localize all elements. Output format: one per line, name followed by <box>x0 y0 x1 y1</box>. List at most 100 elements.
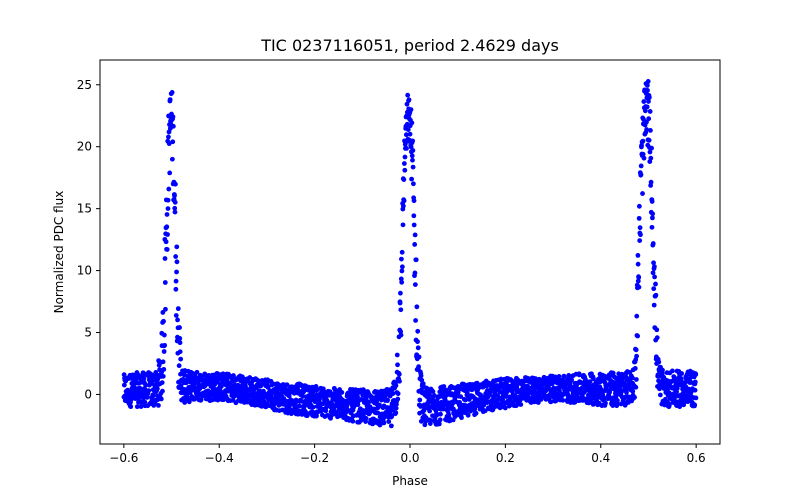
data-point <box>415 328 421 334</box>
data-point <box>412 232 418 238</box>
y-tick-label: 5 <box>84 326 92 340</box>
data-point <box>615 398 620 403</box>
data-point <box>138 404 144 409</box>
data-point <box>576 372 582 378</box>
data-point <box>413 257 419 263</box>
data-point <box>441 384 447 389</box>
data-point <box>422 406 427 412</box>
data-point <box>641 155 647 161</box>
data-point <box>428 418 434 424</box>
data-point <box>646 116 652 122</box>
data-point <box>436 421 442 427</box>
data-point <box>503 394 509 399</box>
data-point <box>363 415 369 421</box>
data-point <box>317 396 322 402</box>
data-point <box>385 397 390 403</box>
data-point <box>633 347 639 353</box>
data-point <box>610 370 616 376</box>
data-point <box>194 369 200 375</box>
data-point <box>405 127 411 132</box>
data-point <box>651 302 657 308</box>
data-point <box>165 232 170 237</box>
chart-title: TIC 0237116051, period 2.4629 days <box>260 36 559 55</box>
data-point <box>651 286 657 292</box>
data-point <box>436 394 442 400</box>
data-point <box>299 398 305 404</box>
data-point <box>657 392 663 398</box>
data-point <box>172 199 178 205</box>
data-point <box>636 275 642 280</box>
data-point <box>646 137 652 143</box>
data-point <box>603 400 608 406</box>
data-point <box>170 139 176 145</box>
data-point <box>160 388 165 394</box>
data-point <box>692 379 698 385</box>
data-point <box>458 394 464 399</box>
data-point <box>402 142 408 147</box>
data-point <box>265 384 271 390</box>
data-point <box>418 373 424 379</box>
data-point <box>413 318 419 323</box>
data-point <box>651 264 657 270</box>
data-point <box>293 403 298 409</box>
data-point <box>679 371 685 376</box>
data-point <box>388 423 394 429</box>
data-point <box>389 414 395 419</box>
data-point <box>134 404 140 410</box>
data-point <box>177 340 183 346</box>
data-point <box>414 304 420 310</box>
data-point <box>164 247 170 252</box>
data-point <box>173 181 178 187</box>
data-point <box>150 393 156 398</box>
data-point <box>632 365 638 371</box>
data-point <box>339 390 345 395</box>
data-point <box>399 279 405 285</box>
data-point <box>160 359 166 365</box>
data-point <box>397 300 403 306</box>
data-point <box>635 261 641 267</box>
data-point <box>169 90 175 95</box>
data-point <box>692 402 698 408</box>
data-point <box>644 104 650 110</box>
data-point <box>402 167 408 173</box>
data-point <box>410 148 416 153</box>
data-point <box>411 222 417 228</box>
data-point <box>645 79 651 84</box>
data-point <box>162 256 168 261</box>
data-point <box>636 215 642 221</box>
data-point <box>442 397 448 403</box>
data-point <box>177 325 182 330</box>
data-point <box>500 397 506 403</box>
data-point <box>640 151 646 157</box>
data-point <box>416 354 422 360</box>
data-point <box>161 318 166 324</box>
data-point <box>381 420 387 426</box>
data-point <box>393 410 399 416</box>
data-point <box>174 259 180 265</box>
data-point <box>160 373 166 379</box>
data-point <box>642 108 648 114</box>
data-point <box>173 286 179 292</box>
data-point <box>649 224 655 230</box>
data-point <box>400 222 406 228</box>
data-point <box>166 186 172 192</box>
data-point <box>310 404 316 410</box>
data-point <box>518 402 524 407</box>
data-point <box>173 278 179 284</box>
data-point <box>390 391 396 396</box>
data-point <box>649 199 655 204</box>
data-point <box>430 389 436 394</box>
data-point <box>375 410 381 416</box>
data-point <box>355 394 360 400</box>
data-point <box>399 264 405 270</box>
x-tick-label: 0.0 <box>400 451 419 465</box>
data-point <box>415 339 420 345</box>
data-point <box>587 379 593 385</box>
data-point <box>634 313 640 319</box>
data-point <box>560 397 566 403</box>
data-point <box>142 399 148 405</box>
data-point <box>635 333 641 339</box>
data-point <box>156 402 161 408</box>
data-point <box>681 402 687 408</box>
